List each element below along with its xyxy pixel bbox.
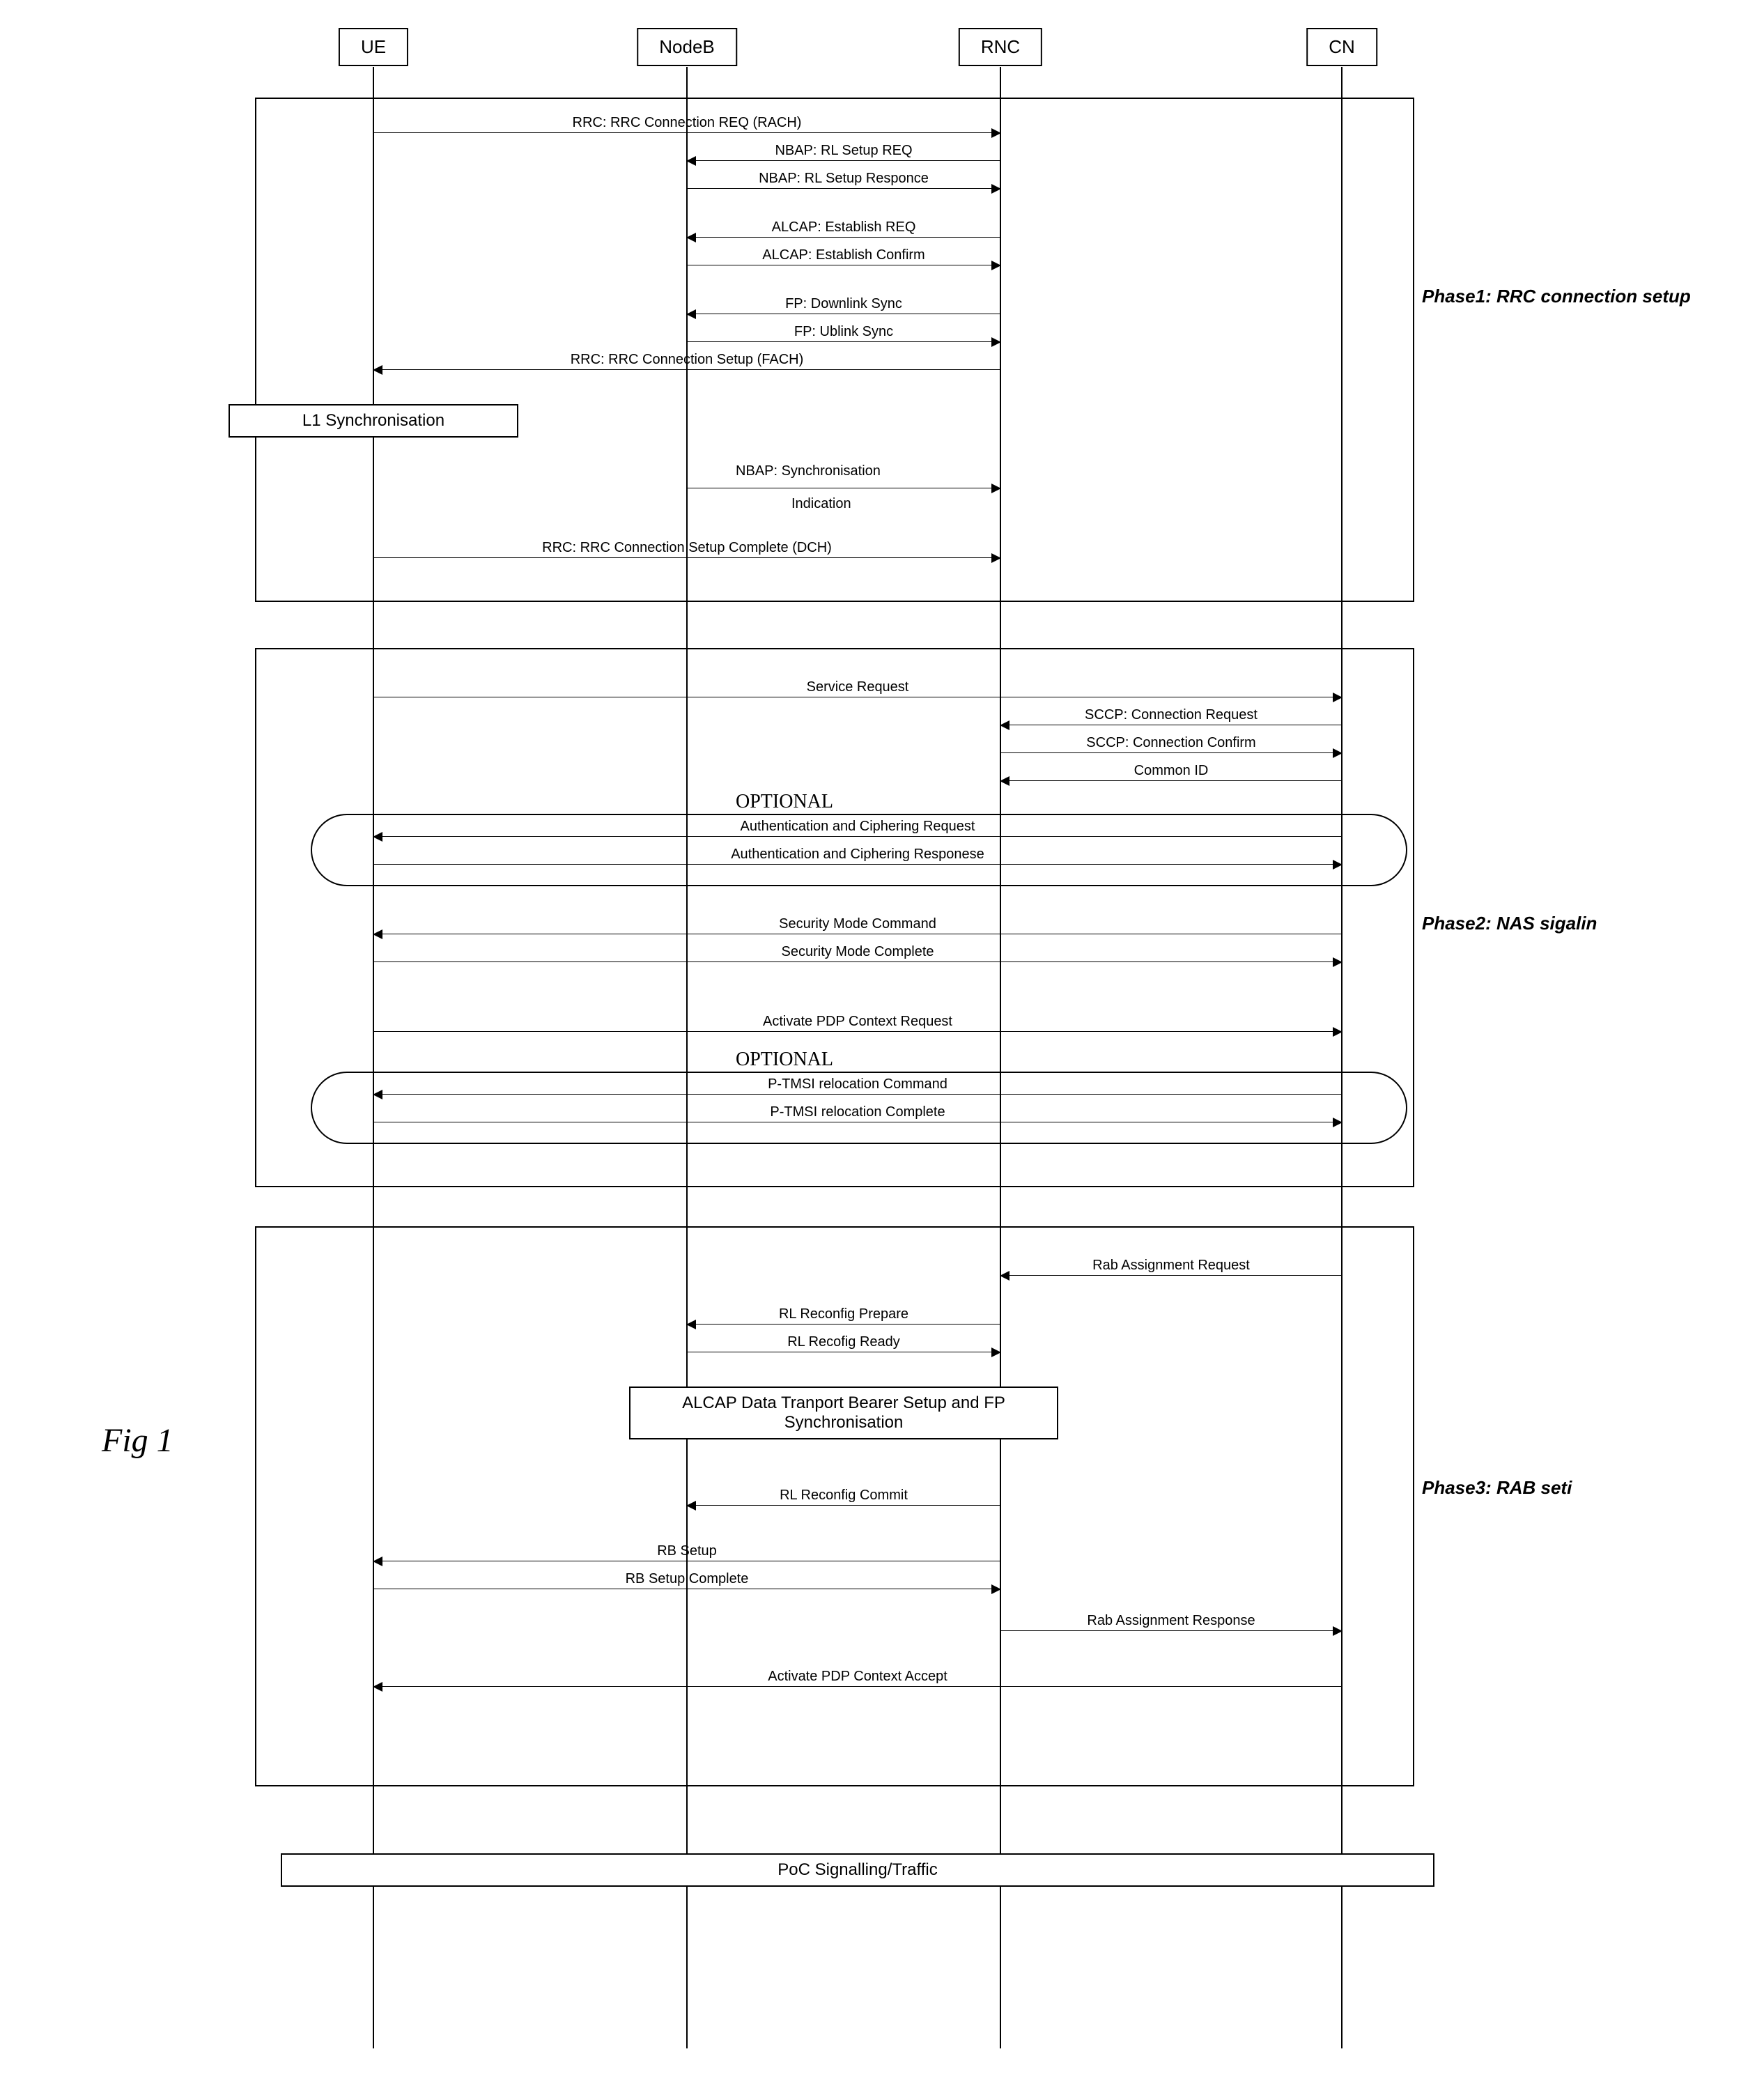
message-label: P-TMSI relocation Complete <box>770 1104 945 1122</box>
message-label: Activate PDP Context Accept <box>768 1669 947 1686</box>
message-label: RRC: RRC Connection REQ (RACH) <box>573 115 802 132</box>
phase1-label: Phase1: RRC connection setup <box>1422 286 1691 307</box>
actor-cn-label: CN <box>1329 36 1355 57</box>
message-arrow <box>687 237 1000 238</box>
message-label: Rab Assignment Request <box>1092 1258 1250 1275</box>
phase3-label: Phase3: RAB seti <box>1422 1477 1572 1499</box>
actor-nodeb: NodeB <box>637 28 737 66</box>
actor-ue-label: UE <box>361 36 386 57</box>
message-label: ALCAP: Establish Confirm <box>762 247 924 265</box>
message-label: Common ID <box>1134 763 1209 780</box>
message-label: RL Recofig Ready <box>787 1334 900 1352</box>
message-label: Authentication and Ciphering Request <box>741 819 975 836</box>
message-label: ALCAP: Establish REQ <box>772 219 916 237</box>
message-label: SCCP: Connection Request <box>1085 707 1258 725</box>
sequence-diagram: UE NodeB RNC CN Phase1: RRC connection s… <box>46 28 1718 2048</box>
message-arrow <box>687 1505 1000 1506</box>
message-label: RL Reconfig Commit <box>780 1488 908 1505</box>
message-label: NBAP: RL Setup REQ <box>775 143 912 160</box>
actor-rnc: RNC <box>959 28 1042 66</box>
message-arrow <box>687 160 1000 161</box>
message-arrow <box>373 864 1342 865</box>
actor-ue: UE <box>339 28 408 66</box>
message-label: RRC: RRC Connection Setup Complete (DCH) <box>542 540 832 557</box>
message-arrow <box>373 961 1342 962</box>
l1-sync-box: L1 Synchronisation <box>229 404 518 438</box>
message-label: RB Setup Complete <box>626 1571 749 1589</box>
message-arrow <box>373 132 1000 133</box>
message-arrow <box>373 369 1000 370</box>
message-label: Authentication and Ciphering Responese <box>731 847 984 864</box>
message-label: RRC: RRC Connection Setup (FACH) <box>571 352 804 369</box>
message-label: Service Request <box>807 679 909 697</box>
message-arrow <box>1000 752 1342 753</box>
message-arrow <box>373 1094 1342 1095</box>
actor-nodeb-label: NodeB <box>659 36 715 57</box>
nbap-sync-line2: Indication <box>791 495 851 512</box>
message-label: Security Mode Complete <box>782 944 934 961</box>
message-arrow <box>373 1686 1342 1687</box>
message-arrow <box>1000 780 1342 781</box>
message-label: RL Reconfig Prepare <box>779 1306 908 1324</box>
figure-label: Fig 1 <box>102 1421 173 1460</box>
optional1-label: OPTIONAL <box>736 791 833 813</box>
message-arrow <box>1000 1630 1342 1631</box>
message-arrow <box>373 836 1342 837</box>
message-label: P-TMSI relocation Command <box>768 1076 947 1094</box>
message-label: Rab Assignment Response <box>1087 1613 1255 1630</box>
message-arrow <box>373 1031 1342 1032</box>
phase2-label: Phase2: NAS sigalin <box>1422 913 1597 934</box>
nbap-sync-line1: NBAP: Synchronisation <box>736 463 881 481</box>
message-label: SCCP: Connection Confirm <box>1086 735 1255 752</box>
message-label: RB Setup <box>657 1543 717 1561</box>
message-arrow <box>1000 1275 1342 1276</box>
message-arrow <box>687 341 1000 342</box>
alcap-text: ALCAP Data Tranport Bearer Setup and FP … <box>682 1393 1005 1432</box>
message-label: NBAP: RL Setup Responce <box>759 171 929 188</box>
poc-box: PoC Signalling/Traffic <box>281 1853 1434 1887</box>
message-label: Activate PDP Context Request <box>763 1014 952 1031</box>
poc-text: PoC Signalling/Traffic <box>777 1860 937 1879</box>
alcap-box: ALCAP Data Tranport Bearer Setup and FP … <box>629 1387 1058 1439</box>
optional2-label: OPTIONAL <box>736 1049 833 1071</box>
actor-rnc-label: RNC <box>981 36 1020 57</box>
message-arrow <box>687 188 1000 189</box>
actor-cn: CN <box>1306 28 1377 66</box>
message-label: FP: Downlink Sync <box>785 296 902 314</box>
message-label: FP: Ublink Sync <box>794 324 893 341</box>
message-label: Security Mode Command <box>779 916 936 934</box>
message-arrow <box>373 557 1000 558</box>
l1-sync-text: L1 Synchronisation <box>302 411 444 430</box>
